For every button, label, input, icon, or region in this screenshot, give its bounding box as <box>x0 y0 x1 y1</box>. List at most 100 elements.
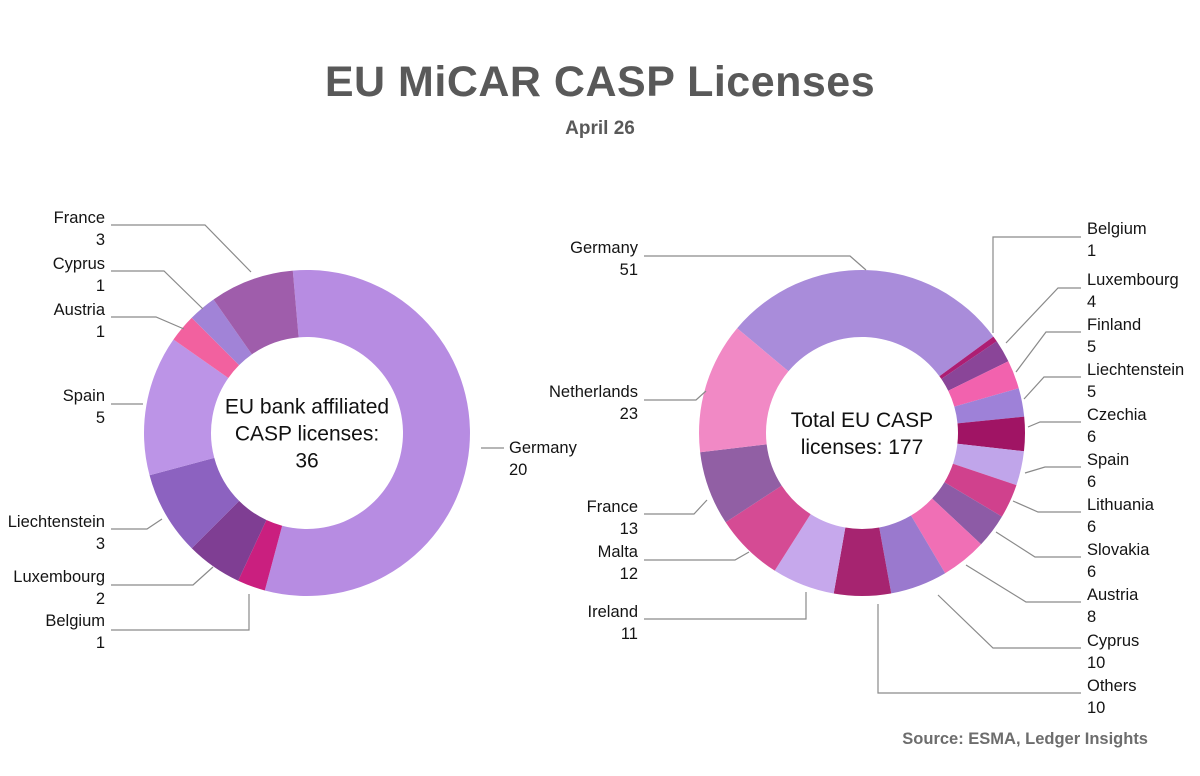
right-donut-label-belgium: Belgium 1 <box>1087 218 1147 262</box>
slice-label-name: Spain <box>62 387 105 405</box>
slice-label-value: 8 <box>1087 608 1097 626</box>
slice-label-name: Others <box>1087 677 1137 695</box>
slice-label-name: Luxembourg <box>1087 271 1179 289</box>
right-donut-label-spain: Spain 6 <box>1087 449 1129 493</box>
right-donut-slice-france <box>700 444 782 523</box>
left-donut-slice-germany <box>264 270 470 597</box>
slice-label-value: 13 <box>619 520 638 538</box>
left-donut-slice-austria <box>173 317 240 378</box>
slice-label-name: France <box>53 209 105 227</box>
right-donut-label-austria: Austria 8 <box>1087 584 1138 628</box>
right-donut-leader-line-liechtenstein <box>1023 376 1081 400</box>
left-donut-slice-liechtenstein <box>149 457 240 549</box>
right-donut-slice-czechia <box>957 416 1026 452</box>
right-donut-leader-line-france <box>644 499 708 515</box>
right-donut-slice-germany <box>737 270 994 377</box>
slice-label-name: Netherlands <box>549 383 638 401</box>
right-donut-slice-ireland <box>774 514 846 594</box>
right-donut-slice-others <box>833 527 892 596</box>
right-donut-leader-line-ireland <box>644 592 807 620</box>
left-donut-label-austria: Austria 1 <box>54 299 105 343</box>
right-donut-leader-line-czechia <box>1027 421 1081 428</box>
slice-label-value: 20 <box>509 461 528 479</box>
left-donut-leader-line-liechtenstein <box>111 518 163 530</box>
slice-label-value: 51 <box>619 261 638 279</box>
slice-label-name: Slovakia <box>1087 541 1150 559</box>
right-donut-leader-line-belgium <box>992 236 1081 333</box>
slice-label-name: Liechtenstein <box>1087 361 1185 379</box>
slice-label-value: 5 <box>1087 338 1097 356</box>
left-donut-leader-line-cyprus <box>111 270 204 310</box>
right-donut-leader-line-netherlands <box>644 390 707 401</box>
slice-label-name: Ireland <box>587 603 638 621</box>
slice-label-value: 5 <box>95 409 105 427</box>
slice-label-value: 6 <box>1087 518 1097 536</box>
left-donut-slice-france <box>213 270 299 355</box>
slice-label-value: 3 <box>95 231 105 249</box>
slice-label-value: 4 <box>1087 293 1097 311</box>
right-donut-slice-malta <box>725 485 811 571</box>
slice-label-name: Austria <box>1087 586 1139 604</box>
left-donut-slice-belgium <box>238 520 283 591</box>
slice-label-value: 11 <box>620 625 638 643</box>
left-donut-leader-line-france <box>111 224 252 273</box>
right-donut-label-cyprus: Cyprus 10 <box>1087 630 1139 674</box>
subtitle-date: April 26 <box>565 118 635 139</box>
right-donut-leader-line-austria <box>965 564 1081 603</box>
slice-label-value: 1 <box>95 323 105 341</box>
right-donut-leader-line-spain <box>1024 466 1081 474</box>
right-donut-slice-cyprus <box>879 515 946 594</box>
left-donut-label-liechtenstein: Liechtenstein 3 <box>8 511 105 555</box>
right-donut-leader-line-malta <box>644 551 750 561</box>
right-donut-slice-netherlands <box>699 328 789 453</box>
right-donut-label-netherlands: Netherlands 23 <box>549 381 638 425</box>
slice-label-name: Spain <box>1087 451 1130 469</box>
left-donut-leader-line-austria <box>111 316 185 330</box>
left-donut-center-label: EU bank affiliated CASP licenses: 36 <box>224 395 390 473</box>
right-donut-leader-line-slovakia <box>995 531 1081 558</box>
slice-label-name: Cyprus <box>52 255 105 273</box>
right-donut-label-finland: Finland 5 <box>1087 314 1141 358</box>
right-donut-slice-liechtenstein <box>954 388 1025 424</box>
slice-label-value: 6 <box>1087 428 1097 446</box>
left-donut-label-germany: Germany 20 <box>509 437 577 481</box>
right-donut-slice-lithuania <box>944 463 1017 517</box>
right-donut-label-slovakia: Slovakia 6 <box>1087 539 1149 583</box>
slice-label-name: Belgium <box>45 612 105 630</box>
left-donut-slice-cyprus <box>191 299 252 366</box>
right-donut-slice-spain <box>952 443 1024 486</box>
left-donut-label-spain: Spain 5 <box>63 385 105 429</box>
slice-label-name: Germany <box>570 239 638 257</box>
slice-label-name: Lithuania <box>1087 496 1154 514</box>
slice-label-value: 5 <box>1087 383 1097 401</box>
slice-label-name: Germany <box>509 439 577 457</box>
left-donut-label-belgium: Belgium 1 <box>45 610 105 654</box>
left-donut-slice-luxembourg <box>191 500 267 581</box>
slice-label-name: Cyprus <box>1087 632 1140 650</box>
left-donut-leader-line-luxembourg <box>111 566 214 586</box>
left-donut-leader-line-belgium <box>111 594 250 631</box>
left-donut-label-france: France 3 <box>54 207 105 251</box>
right-donut-slice-finland <box>948 361 1019 407</box>
slice-label-value: 6 <box>1087 473 1097 491</box>
right-donut-label-czechia: Czechia 6 <box>1087 404 1147 448</box>
right-donut-leader-line-finland <box>1015 331 1081 373</box>
right-donut-label-others: Others 10 <box>1087 675 1137 719</box>
slice-label-value: 23 <box>619 405 638 423</box>
right-donut-label-luxembourg: Luxembourg 4 <box>1087 269 1179 313</box>
slice-label-value: 1 <box>95 634 105 652</box>
right-donut-leader-line-lithuania <box>1012 500 1081 513</box>
right-donut-leader-line-others <box>877 604 1081 694</box>
right-donut-leader-line-luxembourg <box>1005 287 1081 344</box>
slice-label-value: 10 <box>1087 654 1106 672</box>
right-donut-slice-belgium <box>939 336 997 379</box>
slice-label-value: 12 <box>619 565 638 583</box>
left-donut-slice-spain <box>143 339 229 476</box>
right-donut-slice-luxembourg <box>941 341 1009 391</box>
slice-label-name: Austria <box>53 301 105 319</box>
slice-label-name: Liechtenstein <box>7 513 105 531</box>
slice-label-name: Finland <box>1087 316 1142 334</box>
right-donut-label-liechtenstein: Liechtenstein 5 <box>1087 359 1184 403</box>
